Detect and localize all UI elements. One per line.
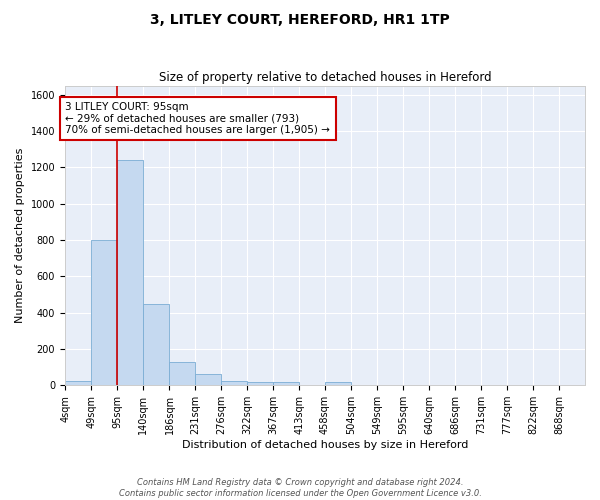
Bar [273, 382, 299, 385]
Y-axis label: Number of detached properties: Number of detached properties [15, 148, 25, 323]
X-axis label: Distribution of detached houses by size in Hereford: Distribution of detached houses by size … [182, 440, 468, 450]
Bar [143, 304, 169, 385]
Text: 3, LITLEY COURT, HEREFORD, HR1 1TP: 3, LITLEY COURT, HEREFORD, HR1 1TP [150, 12, 450, 26]
Bar [118, 160, 143, 385]
Bar [325, 382, 351, 385]
Bar [247, 382, 273, 385]
Bar [195, 374, 221, 385]
Bar [221, 380, 247, 385]
Bar [65, 380, 91, 385]
Text: 3 LITLEY COURT: 95sqm
← 29% of detached houses are smaller (793)
70% of semi-det: 3 LITLEY COURT: 95sqm ← 29% of detached … [65, 102, 331, 135]
Text: Contains HM Land Registry data © Crown copyright and database right 2024.
Contai: Contains HM Land Registry data © Crown c… [119, 478, 481, 498]
Title: Size of property relative to detached houses in Hereford: Size of property relative to detached ho… [158, 72, 491, 85]
Bar [91, 240, 118, 385]
Bar [169, 362, 195, 385]
